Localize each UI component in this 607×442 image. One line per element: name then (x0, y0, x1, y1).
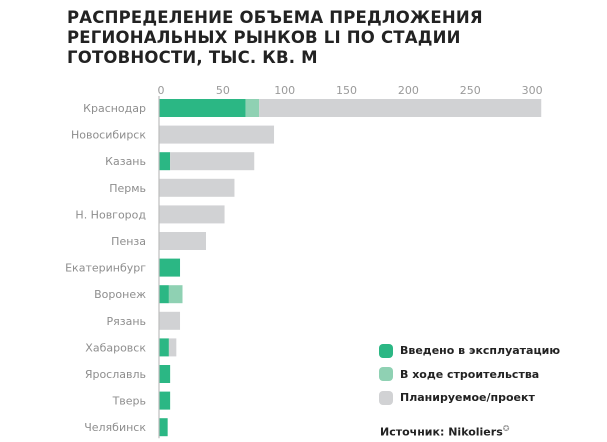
legend-item: Введено в эксплуатацию (379, 339, 560, 363)
category-label: Хабаровск (85, 341, 146, 354)
bar-segment-built (159, 285, 169, 304)
legend-label: Планируемое/проект (400, 391, 535, 405)
bar-segment-planned (159, 125, 275, 144)
category-label: Н. Новгород (75, 208, 146, 221)
legend-swatch (379, 390, 393, 405)
bar-segment-built (159, 258, 181, 277)
legend-swatch (379, 367, 393, 382)
category-label: Краснодар (83, 102, 146, 115)
nikoliers-logo-icon: ✪ (502, 424, 510, 433)
bar-segment-planned (168, 338, 177, 357)
source-label: Источник: Nikoliers (380, 425, 503, 439)
bar-segment-built (159, 418, 168, 437)
legend-label: Введено в эксплуатацию (400, 344, 561, 358)
x-tick-label: 0 (158, 84, 165, 97)
bar-segment-planned (259, 99, 542, 117)
category-label: Казань (105, 155, 146, 168)
bar-segment-planned (159, 232, 207, 250)
chart-title: РАСПРЕДЕЛЕНИЕ ОБЪЕМА ПРЕДЛОЖЕНИЯ РЕГИОНА… (67, 8, 483, 67)
legend: Введено в эксплуатацию В ходе строительст… (379, 339, 560, 410)
bar-segment-planned (159, 205, 225, 224)
bar-segment-built (159, 152, 171, 171)
bar-segment-planned (170, 152, 255, 171)
legend-label: В ходе строительства (400, 367, 540, 381)
category-label: Екатеринбург (65, 262, 146, 275)
bar-segment-built (159, 365, 171, 383)
legend-swatch (379, 343, 393, 358)
x-tick-label: 300 (522, 84, 543, 97)
legend-item: Планируемое/проект (379, 386, 560, 410)
source-note: Источник: Nikoliers✪ (380, 424, 509, 439)
category-label: Тверь (112, 395, 146, 408)
category-label: Новосибирск (71, 129, 146, 142)
category-label: Воронеж (94, 288, 146, 301)
category-label: Челябинск (84, 421, 146, 434)
bar-segment-planned (159, 178, 235, 197)
category-label: Ярославль (85, 368, 146, 381)
category-label: Рязань (106, 315, 146, 328)
bar-segment-built (159, 391, 171, 410)
x-tick-label: 100 (274, 84, 295, 97)
bar-segment-built (159, 99, 246, 117)
category-label: Пенза (111, 235, 146, 248)
x-tick-label: 50 (216, 84, 230, 97)
x-tick-label: 150 (336, 84, 357, 97)
bar-segment-planned (159, 311, 181, 330)
x-tick-label: 250 (460, 84, 481, 97)
legend-item: В ходе строительства (379, 363, 560, 387)
x-tick-label: 200 (398, 84, 419, 97)
category-label: Пермь (109, 182, 146, 195)
bar-segment-built (159, 338, 169, 357)
bar-segment-construction (168, 285, 183, 304)
bar-segment-construction (245, 99, 260, 117)
